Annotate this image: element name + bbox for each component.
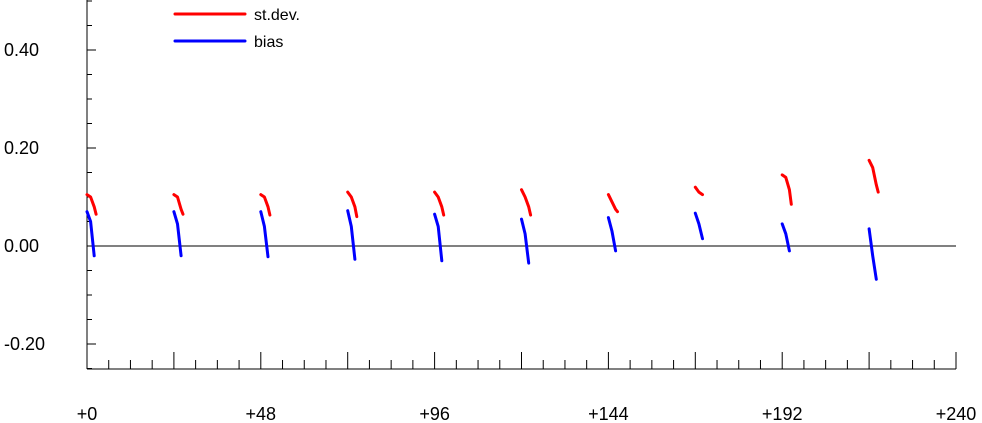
y-tick-label: 0.40 (4, 40, 39, 60)
series-bias (85, 209, 878, 281)
series-line-segment (346, 190, 359, 219)
series-line-segment (520, 217, 531, 265)
y-tick-label: 0.20 (4, 138, 39, 158)
series-line-segment (259, 193, 272, 217)
series-line-segment (433, 190, 446, 217)
x-tick-label: +48 (246, 404, 277, 423)
series-group (85, 158, 880, 281)
series-line-segment (867, 158, 880, 194)
y-tick-label: -0.20 (4, 334, 45, 354)
x-tick-label: +144 (588, 404, 629, 423)
series-line-segment (85, 193, 98, 216)
x-tick-label: +0 (77, 404, 98, 423)
series-line-segment (346, 209, 357, 261)
series-line-segment (259, 210, 270, 259)
legend-label: bias (254, 34, 283, 51)
series-line-segment (520, 188, 533, 217)
y-tick-label: 0.00 (4, 236, 39, 256)
series-line-segment (780, 173, 793, 206)
series-line-segment (85, 210, 96, 258)
legend: st.dev. bias (173, 7, 300, 51)
axes: 0.40 0.20 0.00 -0.20 +0 +48 +96 +144 +192 +240 (4, 0, 976, 423)
series-line-segment (867, 227, 878, 281)
series-st-dev (85, 158, 880, 219)
series-line-segment (693, 185, 704, 197)
series-line-segment (172, 193, 185, 216)
x-tick-label: +96 (419, 404, 450, 423)
x-tick-label: +192 (762, 404, 803, 423)
series-line-segment (606, 193, 619, 214)
series-line-segment (606, 216, 618, 253)
series-line-segment (780, 222, 791, 253)
legend-label: st.dev. (254, 7, 300, 24)
series-line-segment (433, 212, 444, 263)
x-tick-label: +240 (936, 404, 977, 423)
series-line-segment (172, 210, 183, 258)
series-line-segment (693, 211, 704, 241)
